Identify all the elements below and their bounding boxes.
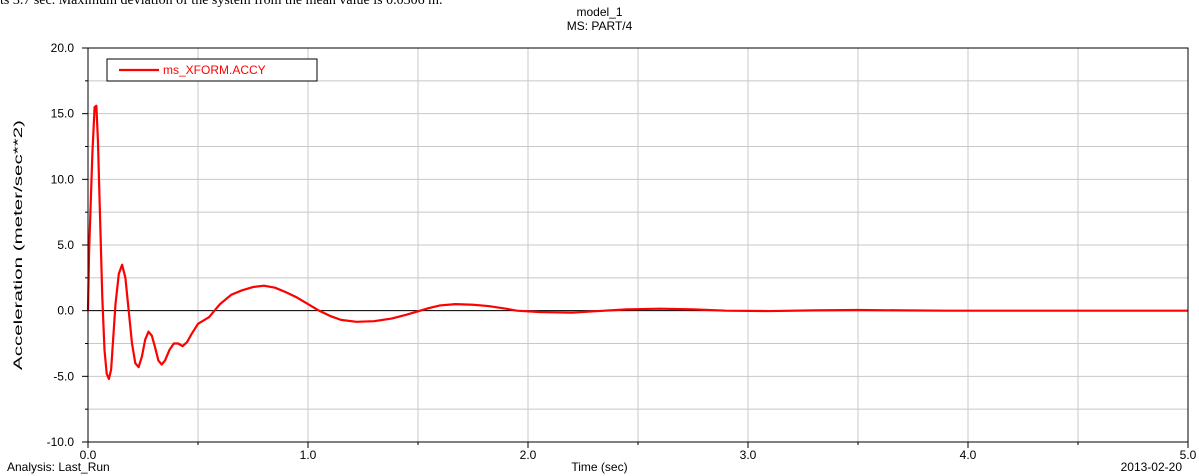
x-tick-label: 2.0 bbox=[520, 448, 537, 462]
legend-label: ms_XFORM.ACCY bbox=[163, 63, 266, 77]
x-axis-label: Time (sec) bbox=[571, 460, 628, 474]
series-line-ms-xform-accy bbox=[86, 104, 1188, 381]
axis-ticks: 0.0 1.0 2.0 3.0 4.0 5.0 20.0 15.0 10.0 5.0 0.0 -5.0… bbox=[47, 41, 1197, 462]
y-axis-label: Acceleration (meter/sec**2) bbox=[11, 120, 25, 370]
x-tick-label: 0.0 bbox=[80, 448, 97, 462]
y-tick-label: -5.0 bbox=[53, 369, 74, 383]
analysis-label: Analysis: Last_Run bbox=[7, 460, 110, 474]
y-tick-label: 20.0 bbox=[51, 41, 75, 55]
chart-title: model_1 bbox=[576, 5, 623, 19]
y-tick-label: -10.0 bbox=[47, 435, 75, 449]
legend: ms_XFORM.ACCY bbox=[106, 58, 318, 82]
chart-subtitle: MS: PART/4 bbox=[566, 19, 633, 33]
x-tick-label: 1.0 bbox=[300, 448, 317, 462]
y-tick-label: 5.0 bbox=[57, 238, 74, 252]
figure-caption-text: ts 3.7 sec. Maximum deviation of the sys… bbox=[0, 0, 443, 8]
date-label: 2013-02-20 bbox=[1120, 460, 1182, 474]
legend-box bbox=[106, 58, 318, 82]
y-tick-label: 0.0 bbox=[57, 304, 74, 318]
x-tick-label: 4.0 bbox=[960, 448, 977, 462]
y-tick-label: 10.0 bbox=[51, 172, 75, 186]
y-tick-label: 15.0 bbox=[51, 107, 75, 121]
x-tick-label: 5.0 bbox=[1180, 448, 1197, 462]
x-tick-label: 3.0 bbox=[740, 448, 757, 462]
